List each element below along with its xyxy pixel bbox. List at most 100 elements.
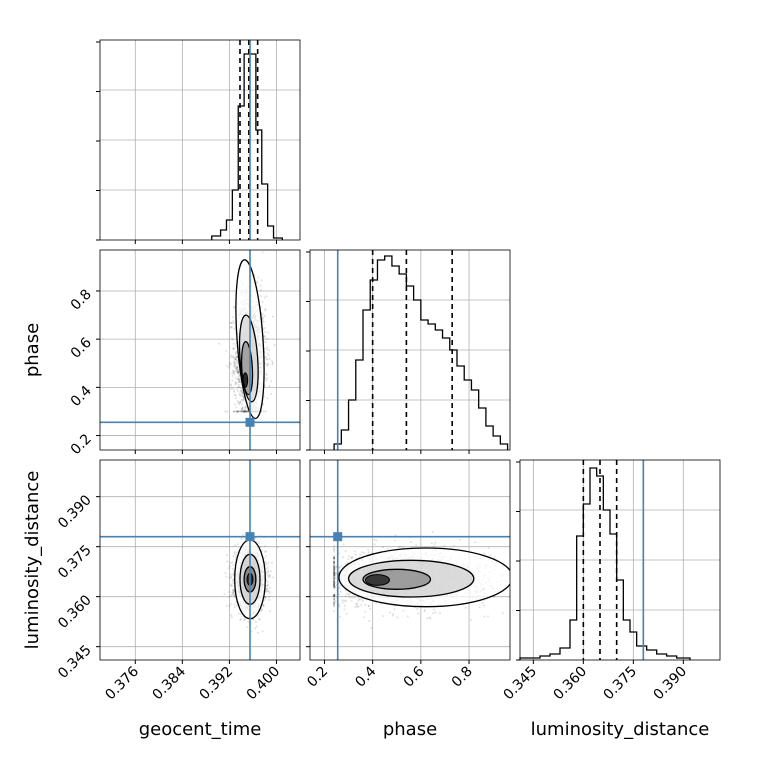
sample-point: [333, 602, 336, 605]
sample-point: [246, 410, 249, 413]
sample-point: [265, 588, 268, 591]
sample-point: [406, 615, 409, 618]
sample-point: [256, 280, 259, 283]
panel-frame-1-1: [309, 249, 511, 451]
sample-point: [233, 346, 236, 349]
sample-point: [333, 596, 336, 599]
panel-2d-geocent_time-phase: [100, 250, 300, 450]
sample-point: [243, 397, 246, 400]
sample-point: [241, 407, 244, 410]
sample-point: [333, 583, 336, 586]
sample-point: [236, 370, 239, 373]
sample-point: [235, 370, 238, 373]
sample-point: [236, 378, 239, 381]
sample-point: [354, 606, 357, 609]
sample-point: [333, 567, 336, 570]
sample-point: [233, 591, 236, 594]
sample-point: [348, 592, 351, 595]
sample-point: [333, 605, 336, 608]
sample-point: [237, 378, 240, 381]
sample-point: [268, 598, 271, 601]
sample-point: [263, 347, 266, 350]
sample-point: [265, 337, 268, 340]
sample-point: [227, 591, 230, 594]
sample-point: [333, 575, 336, 578]
sample-point: [333, 601, 336, 604]
sample-point: [333, 582, 336, 585]
sample-point: [233, 373, 236, 376]
sample-point: [234, 357, 237, 360]
sample-point: [333, 571, 336, 574]
sample-point: [240, 389, 243, 392]
sample-point: [246, 410, 249, 413]
sample-point: [333, 582, 336, 585]
sample-point: [233, 410, 236, 413]
sample-point: [246, 626, 249, 629]
panel-2d-geocent_time-luminosity_distance: [100, 460, 300, 660]
sample-point: [254, 537, 257, 540]
sample-point: [268, 384, 271, 387]
sample-point: [392, 613, 395, 616]
sample-point: [229, 594, 232, 597]
sample-point: [245, 410, 248, 413]
sample-point: [333, 550, 336, 553]
sample-point: [232, 305, 235, 308]
sample-point: [469, 618, 472, 621]
sample-point: [266, 580, 269, 583]
sample-point: [230, 575, 233, 578]
sample-point: [232, 590, 235, 593]
sample-point: [241, 390, 244, 393]
sample-point: [264, 372, 267, 375]
sample-point: [235, 355, 238, 358]
sample-point: [333, 577, 336, 580]
sample-point: [333, 584, 336, 587]
sample-point: [268, 349, 271, 352]
sample-point: [266, 352, 269, 355]
sample-point: [267, 570, 270, 573]
sample-point: [233, 551, 236, 554]
sample-point: [402, 609, 405, 612]
sample-point: [333, 581, 336, 584]
sample-point: [241, 393, 244, 396]
sample-point: [234, 367, 237, 370]
sample-point: [333, 560, 336, 563]
sample-point: [238, 380, 241, 383]
sample-point: [239, 400, 242, 403]
sample-point: [229, 573, 232, 576]
sample-point: [333, 564, 336, 567]
sample-point: [241, 407, 244, 410]
sample-point: [431, 531, 434, 534]
sample-point: [240, 408, 243, 411]
sample-point: [233, 594, 236, 597]
sample-point: [245, 410, 248, 413]
sample-point: [333, 610, 336, 613]
sample-point: [351, 556, 354, 559]
sample-point: [233, 594, 236, 597]
sample-point: [268, 586, 271, 589]
sample-point: [230, 321, 233, 324]
sample-point: [231, 374, 234, 377]
sample-point: [231, 591, 234, 594]
sample-point: [242, 410, 245, 413]
sample-point: [333, 594, 336, 597]
sample-point: [267, 574, 270, 577]
sample-point: [245, 410, 248, 413]
sample-point: [231, 355, 234, 358]
sample-point: [231, 316, 234, 319]
sample-point: [263, 545, 266, 548]
sample-point: [230, 325, 233, 328]
sample-point: [237, 370, 240, 373]
sample-point: [231, 588, 234, 591]
sample-point: [244, 410, 247, 413]
sample-point: [236, 366, 239, 369]
sample-point: [262, 410, 265, 413]
sample-point: [481, 602, 484, 605]
sample-point: [267, 571, 270, 574]
sample-point: [333, 577, 336, 580]
sample-point: [334, 568, 337, 571]
sample-point: [234, 377, 237, 380]
sample-point: [264, 340, 267, 343]
sample-point: [333, 571, 336, 574]
panel-frame-2-2: [519, 459, 721, 661]
sample-point: [231, 567, 234, 570]
